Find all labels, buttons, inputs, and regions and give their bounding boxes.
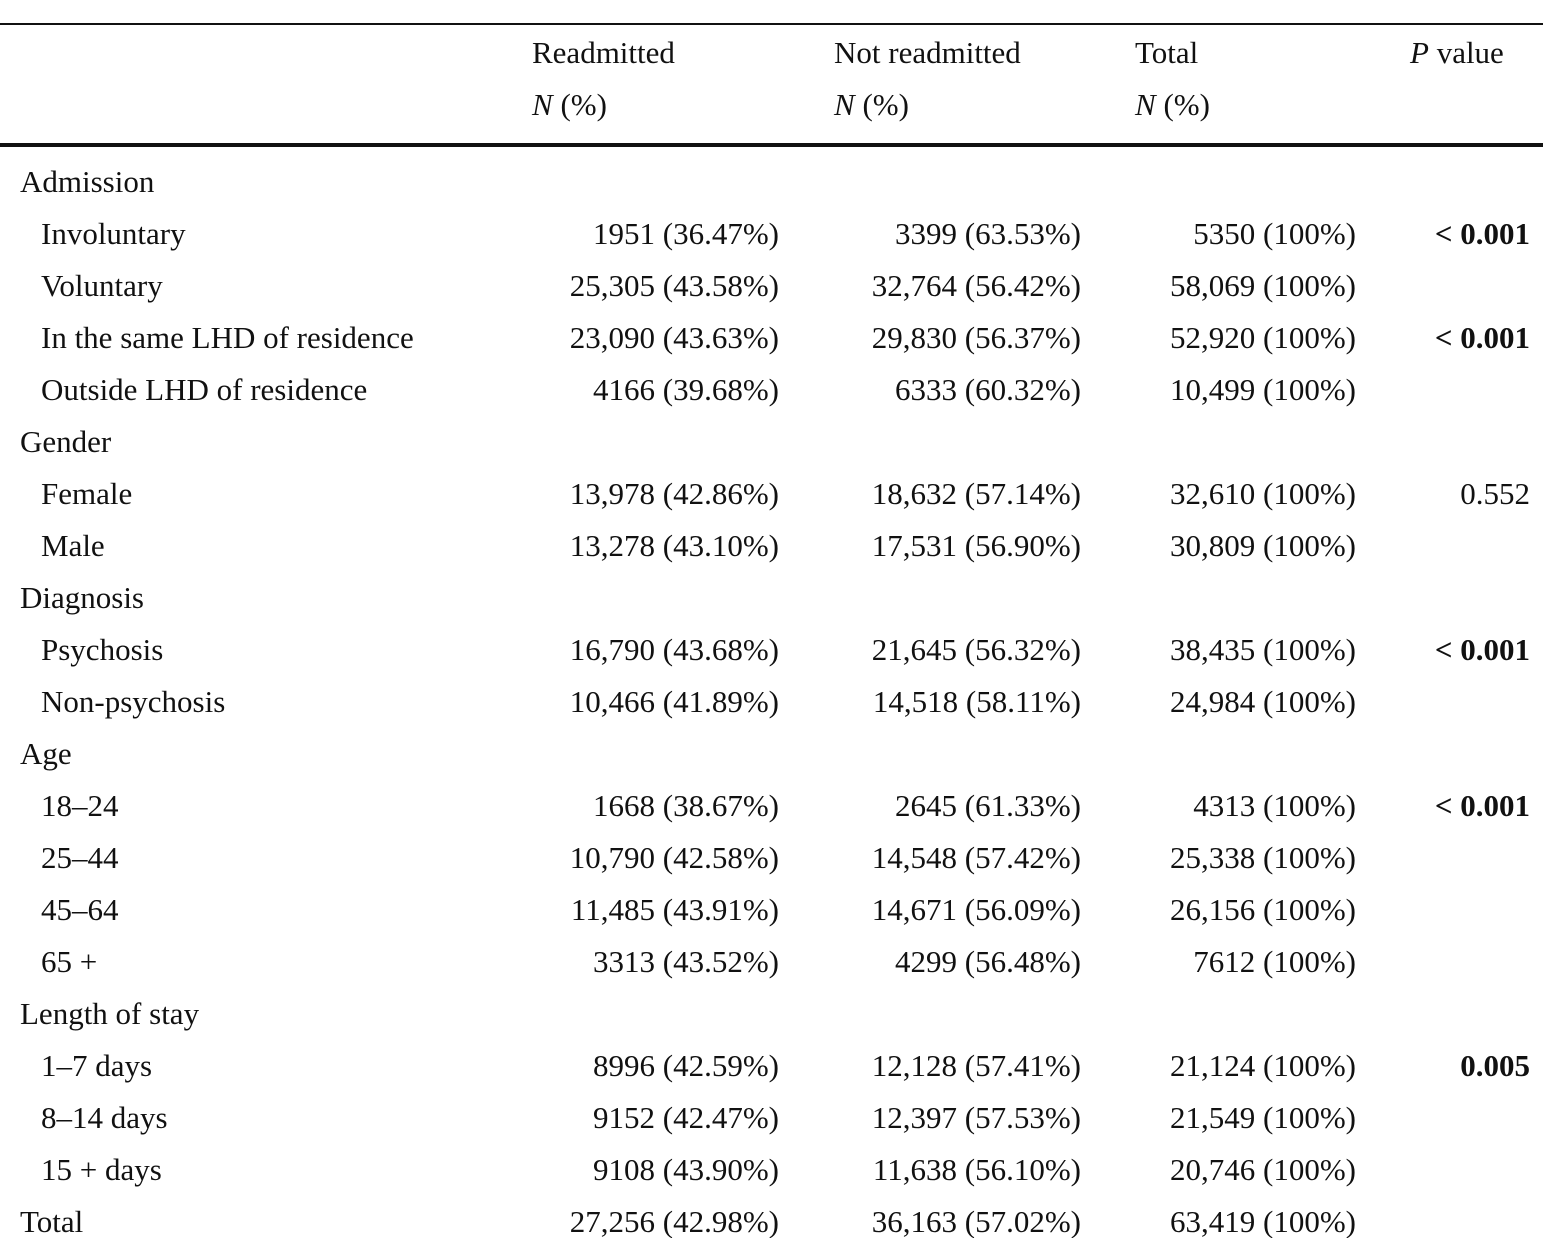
row-label: In the same LHD of residence (41, 320, 414, 355)
cell: 8996 (42.59%) (593, 1048, 779, 1083)
cell: 52,920 (100%) (1170, 320, 1356, 355)
cell: 10,499 (100%) (1170, 372, 1356, 407)
row-label: Female (41, 476, 133, 511)
cell: 36,163 (57.02%) (871, 1204, 1081, 1238)
cell: 7612 (100%) (1193, 944, 1356, 979)
cell: 13,978 (42.86%) (569, 476, 779, 511)
group-label: Gender (20, 424, 112, 459)
p-header: P value (1410, 33, 1504, 73)
row-label: Voluntary (41, 268, 163, 303)
group-label: Age (20, 736, 72, 771)
cell: 24,984 (100%) (1170, 684, 1356, 719)
cell: 4313 (100%) (1193, 788, 1356, 823)
cell: 63,419 (100%) (1170, 1204, 1356, 1238)
row-label: 8–14 days (41, 1100, 168, 1135)
group-label: Total (20, 1204, 84, 1238)
row-label: 65 + (41, 944, 98, 979)
row-label: Male (41, 528, 105, 563)
percent-label: (%) (1163, 87, 1210, 122)
p-word: value (1436, 35, 1504, 70)
cell: 4299 (56.48%) (895, 944, 1081, 979)
column-subheader: N (%) (1135, 85, 1210, 125)
row-label: 25–44 (41, 840, 119, 875)
column-subheader: N (%) (834, 85, 909, 125)
cell: 17,531 (56.90%) (871, 528, 1081, 563)
cell: 14,518 (58.11%) (872, 684, 1081, 719)
row-label: 18–24 (41, 788, 119, 823)
row-label: 15 + days (41, 1152, 162, 1187)
cell: 25,338 (100%) (1170, 840, 1356, 875)
cell: 9152 (42.47%) (593, 1100, 779, 1135)
group-label: Length of stay (20, 996, 200, 1031)
top-rule (0, 23, 1543, 25)
cell: 38,435 (100%) (1170, 632, 1356, 667)
cell: 3313 (43.52%) (593, 944, 779, 979)
p-value: 0.005 (1460, 1048, 1530, 1083)
cell: 29,830 (56.37%) (871, 320, 1081, 355)
cell: 11,638 (56.10%) (872, 1152, 1081, 1187)
cell: 5350 (100%) (1193, 216, 1356, 251)
row-label: Outside LHD of residence (41, 372, 368, 407)
p-value: < 0.001 (1434, 320, 1530, 355)
cell: 58,069 (100%) (1170, 268, 1356, 303)
cell: 32,610 (100%) (1170, 476, 1356, 511)
cell: 21,549 (100%) (1170, 1100, 1356, 1135)
cell: 30,809 (100%) (1170, 528, 1356, 563)
cell: 12,128 (57.41%) (871, 1048, 1081, 1083)
cell: 13,278 (43.10%) (569, 528, 779, 563)
cell: 11,485 (43.91%) (570, 892, 779, 927)
cell: 21,124 (100%) (1170, 1048, 1356, 1083)
percent-label: (%) (560, 87, 607, 122)
cell: 9108 (43.90%) (593, 1152, 779, 1187)
cell: 20,746 (100%) (1170, 1152, 1356, 1187)
cell: 12,397 (57.53%) (871, 1100, 1081, 1135)
column-header: Readmitted (532, 35, 675, 70)
cell: 4166 (39.68%) (593, 372, 779, 407)
n-symbol: N (1135, 87, 1156, 122)
p-value: < 0.001 (1434, 632, 1530, 667)
cell: 18,632 (57.14%) (871, 476, 1081, 511)
cell: 3399 (63.53%) (895, 216, 1081, 251)
n-symbol: N (834, 87, 855, 122)
cell: 6333 (60.32%) (895, 372, 1081, 407)
p-value: < 0.001 (1434, 216, 1530, 251)
column-header: Total (1135, 35, 1199, 70)
cell: 25,305 (43.58%) (569, 268, 779, 303)
p-symbol: P (1410, 35, 1429, 70)
cell: 26,156 (100%) (1170, 892, 1356, 927)
row-label: 1–7 days (41, 1048, 153, 1083)
cell: 10,466 (41.89%) (569, 684, 779, 719)
row-label: Involuntary (41, 216, 186, 251)
header-rule (0, 143, 1543, 147)
column-subheader: N (%) (532, 85, 607, 125)
p-value: 0.552 (1460, 476, 1530, 511)
cell: 21,645 (56.32%) (871, 632, 1081, 667)
cell: 27,256 (42.98%) (569, 1204, 779, 1238)
cell: 16,790 (43.68%) (569, 632, 779, 667)
percent-label: (%) (862, 87, 909, 122)
group-label: Diagnosis (20, 580, 144, 615)
row-label: Non-psychosis (41, 684, 226, 719)
cell: 10,790 (42.58%) (569, 840, 779, 875)
cell: 23,090 (43.63%) (569, 320, 779, 355)
cell: 1668 (38.67%) (593, 788, 779, 823)
n-symbol: N (532, 87, 553, 122)
p-value: < 0.001 (1434, 788, 1530, 823)
group-label: Admission (20, 164, 155, 199)
cell: 14,671 (56.09%) (871, 892, 1081, 927)
column-header: Not readmitted (834, 35, 1021, 70)
row-label: 45–64 (41, 892, 119, 927)
cell: 1951 (36.47%) (593, 216, 779, 251)
row-label: Psychosis (41, 632, 164, 667)
cell: 32,764 (56.42%) (871, 268, 1081, 303)
cell: 2645 (61.33%) (895, 788, 1081, 823)
cell: 14,548 (57.42%) (871, 840, 1081, 875)
